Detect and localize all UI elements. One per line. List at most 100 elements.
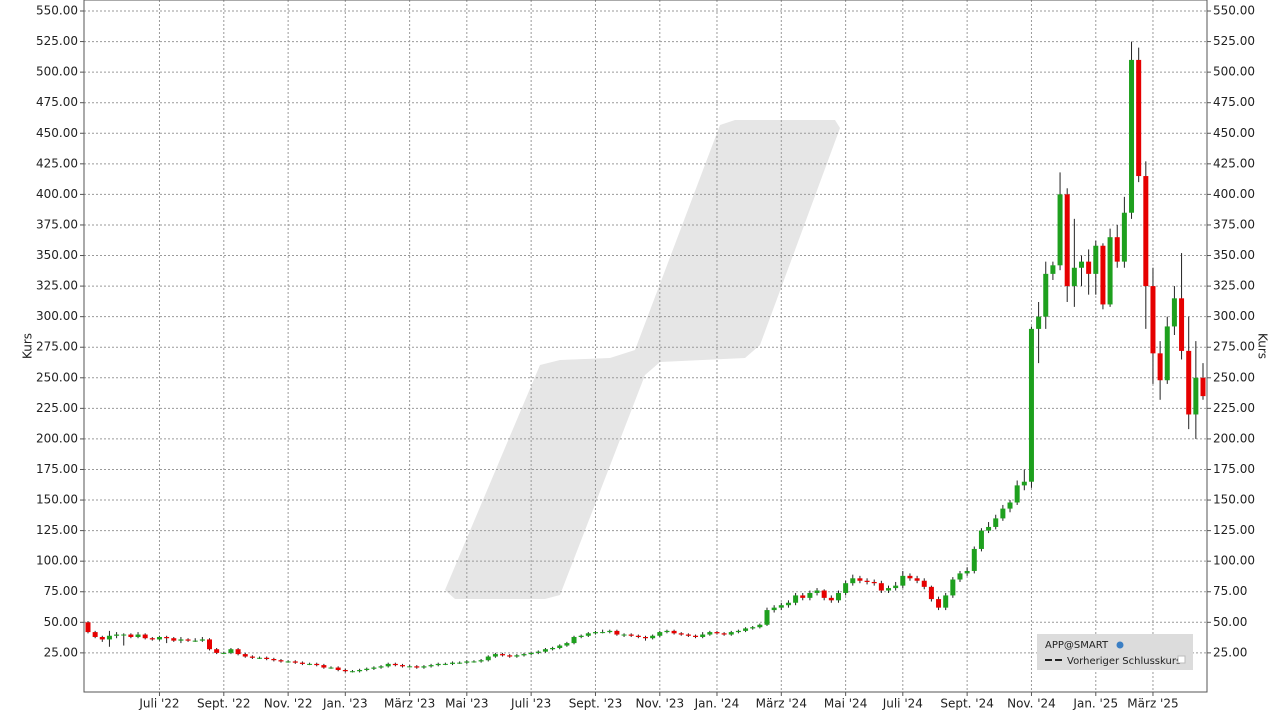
y2-tick-label: 250.00 (1213, 370, 1255, 384)
y2-tick-label: 50.00 (1213, 615, 1247, 629)
y-axis-title: Kurs (21, 333, 35, 359)
candle-body (785, 602, 791, 606)
candle-body (707, 632, 713, 635)
y2-tick-label: 150.00 (1213, 493, 1255, 507)
y2-tick-label: 525.00 (1213, 34, 1255, 48)
x-tick-label: Mai '23 (445, 697, 488, 711)
candle-body (500, 654, 506, 656)
candle-body (650, 635, 656, 639)
candle-body (564, 643, 570, 646)
y2-tick-label: 475.00 (1213, 95, 1255, 109)
candle-body (878, 583, 884, 591)
candle-body (528, 652, 534, 655)
candle-body (1121, 212, 1127, 262)
x-tick-label: Sept. '24 (940, 697, 994, 711)
candle-body (235, 649, 241, 655)
y-tick-label: 25.00 (44, 645, 78, 659)
candle-body (514, 655, 520, 657)
candle-body (835, 592, 841, 601)
x-tick-label: Jan. '25 (1072, 697, 1118, 711)
y2-tick-label: 275.00 (1213, 340, 1255, 354)
candle-body (1107, 237, 1113, 305)
candle-body (435, 663, 441, 666)
candle-body (600, 632, 606, 634)
candle-body (950, 579, 956, 596)
candle-body (714, 632, 720, 634)
candle-body (128, 634, 134, 637)
candle-body (464, 661, 470, 663)
candle-body (735, 630, 741, 633)
candle-body (1136, 59, 1142, 177)
watermark (445, 120, 840, 599)
legend: APP@SMART Vorheriger Schlusskurs (1037, 634, 1193, 670)
candle-body (1129, 59, 1135, 213)
x-tick-label: Juli '24 (882, 697, 923, 711)
x-tick-label: Nov. '22 (264, 697, 313, 711)
candle-body (214, 649, 220, 653)
legend-checkbox[interactable] (1177, 655, 1186, 664)
candle-body (814, 590, 820, 593)
y-tick-label: 325.00 (36, 279, 78, 293)
y2-tick-label: 325.00 (1213, 279, 1255, 293)
candle-body (685, 634, 691, 636)
candle-body (921, 580, 927, 587)
candle-body (392, 663, 398, 666)
y-tick-label: 50.00 (44, 615, 78, 629)
candle-body (550, 647, 556, 650)
candle-body (442, 663, 448, 665)
candle-body (171, 638, 177, 641)
x-tick-label: März '23 (384, 697, 435, 711)
candle-body (307, 663, 313, 665)
candle-body (1078, 261, 1084, 268)
candle-body (199, 639, 205, 641)
candle-body (1071, 267, 1077, 287)
candle-body (1000, 508, 1006, 519)
y-tick-label: 375.00 (36, 217, 78, 231)
x-tick-label: Sept. '22 (197, 697, 251, 711)
y2-tick-label: 75.00 (1213, 584, 1247, 598)
candle-body (121, 634, 127, 636)
y-tick-label: 400.00 (36, 187, 78, 201)
candle-body (757, 624, 763, 628)
candle-body (1171, 298, 1177, 327)
x-tick-label: Juli '23 (510, 697, 551, 711)
candle-body (335, 667, 341, 670)
candle-body (278, 660, 284, 662)
candle-body (778, 605, 784, 608)
candle-body (628, 634, 634, 636)
candle-body (821, 590, 827, 598)
candle-body (357, 669, 363, 672)
candle-body (914, 578, 920, 581)
candle-body (342, 669, 348, 672)
y-tick-label: 300.00 (36, 309, 78, 323)
candle-body (1150, 286, 1156, 354)
candle-body (793, 595, 799, 603)
y2-tick-label: 350.00 (1213, 248, 1255, 262)
candle-body (1057, 194, 1063, 266)
y-tick-label: 250.00 (36, 370, 78, 384)
candle-body (178, 639, 184, 641)
candle-body (828, 597, 834, 601)
candle-body (328, 667, 334, 669)
x-tick-label: Mai '24 (824, 697, 867, 711)
candle-body (457, 662, 463, 664)
candle-body (371, 667, 377, 669)
candle-body (635, 635, 641, 637)
candle-body (1193, 377, 1199, 415)
candle-body (149, 638, 155, 640)
candle-body (314, 663, 320, 666)
candle-body (607, 630, 613, 633)
candle-body (864, 580, 870, 582)
candle-body (557, 645, 563, 648)
y2-tick-label: 25.00 (1213, 645, 1247, 659)
candle-body (507, 655, 513, 657)
candle-body (850, 578, 856, 584)
candle-body (750, 627, 756, 629)
candle-body (1200, 377, 1206, 397)
candle-body (614, 630, 620, 635)
legend-icon (1116, 641, 1124, 649)
candle-body (578, 635, 584, 637)
candle-body (364, 668, 370, 670)
candle-body (1186, 350, 1192, 415)
